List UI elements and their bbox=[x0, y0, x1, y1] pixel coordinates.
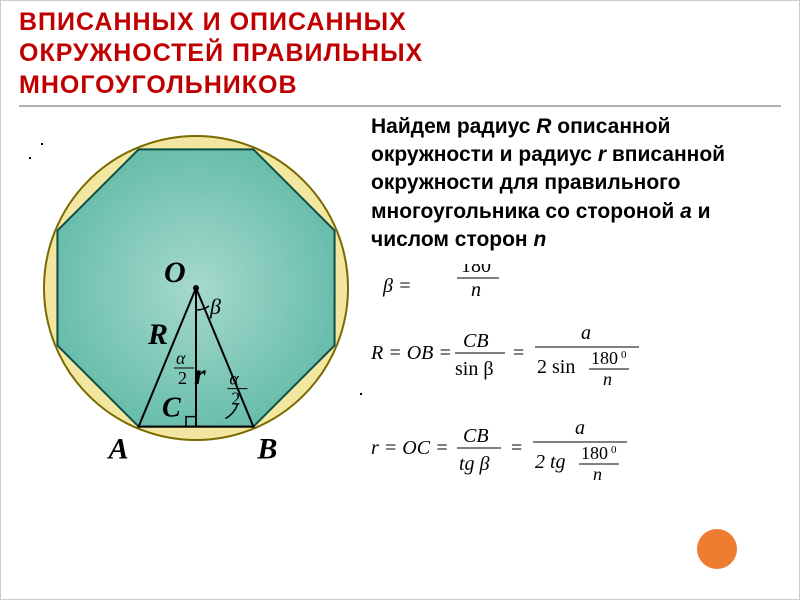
title-line-2: ОКРУЖНОСТЕЙ ПРАВИЛЬНЫХ bbox=[19, 39, 423, 67]
svg-text:C: C bbox=[162, 392, 181, 423]
svg-text:O: O bbox=[164, 256, 186, 289]
body-paragraph: Найдем радиус R описанной окружности и р… bbox=[371, 113, 769, 255]
svg-text:180: 180 bbox=[461, 264, 491, 277]
slide-accent-dot bbox=[697, 529, 737, 569]
svg-text:180: 180 bbox=[591, 348, 618, 368]
svg-text:=: = bbox=[513, 342, 524, 364]
svg-text:tg β: tg β bbox=[459, 453, 490, 475]
svg-text:2 tg: 2 tg bbox=[535, 451, 566, 473]
svg-text:α: α bbox=[229, 368, 239, 388]
svg-text:0: 0 bbox=[611, 444, 617, 456]
svg-text:CB: CB bbox=[463, 330, 489, 352]
stray-dot bbox=[360, 393, 362, 395]
svg-text:0: 0 bbox=[493, 264, 499, 267]
svg-text:n: n bbox=[471, 279, 481, 301]
svg-text:2 sin: 2 sin bbox=[537, 356, 575, 378]
svg-text:β: β bbox=[209, 294, 221, 319]
content-row: OβRrCABα2α2 Найдем радиус R описанной ок… bbox=[1, 113, 799, 545]
formula-rendering: β =1800nR = OB =CBsin β=a2 sin1800nr = O… bbox=[371, 264, 751, 544]
svg-text:β =: β = bbox=[382, 275, 411, 297]
svg-text:0: 0 bbox=[621, 349, 627, 361]
t: a bbox=[680, 200, 692, 223]
svg-text:=: = bbox=[511, 437, 522, 459]
formulas-block: β =1800nR = OB =CBsin β=a2 sin1800nr = O… bbox=[371, 264, 769, 544]
svg-text:α: α bbox=[176, 348, 186, 368]
geometry-diagram: OβRrCABα2α2 bbox=[11, 113, 371, 543]
svg-text:a: a bbox=[581, 322, 591, 344]
svg-text:a: a bbox=[575, 417, 585, 439]
title-line-1: ВПИСАННЫХ И ОПИСАННЫХ bbox=[19, 8, 407, 36]
svg-text:r: r bbox=[194, 358, 206, 391]
svg-text:A: A bbox=[107, 432, 129, 465]
diagram-area: OβRrCABα2α2 bbox=[11, 113, 371, 545]
stray-dot bbox=[41, 143, 43, 145]
t: Найдем радиус bbox=[371, 115, 536, 138]
t: R bbox=[536, 115, 551, 138]
svg-text:sin β: sin β bbox=[455, 358, 494, 380]
svg-text:n: n bbox=[593, 464, 602, 484]
svg-text:180: 180 bbox=[581, 443, 608, 463]
svg-text:n: n bbox=[603, 369, 612, 389]
title-underline bbox=[19, 105, 781, 107]
svg-text:2: 2 bbox=[178, 368, 187, 388]
svg-text:R = OB =: R = OB = bbox=[371, 342, 452, 364]
title-line-3: МНОГОУГОЛЬНИКОВ bbox=[19, 71, 298, 99]
t: n bbox=[533, 228, 546, 251]
text-area: Найдем радиус R описанной окружности и р… bbox=[371, 113, 789, 545]
svg-text:CB: CB bbox=[463, 425, 489, 447]
svg-text:R: R bbox=[147, 318, 168, 351]
slide-title: ВПИСАННЫХ И ОПИСАННЫХ ОКРУЖНОСТЕЙ ПРАВИЛ… bbox=[1, 1, 799, 105]
svg-text:r = OC =: r = OC = bbox=[371, 437, 449, 459]
t: r bbox=[598, 143, 606, 166]
stray-dot bbox=[29, 157, 31, 159]
svg-text:B: B bbox=[256, 432, 277, 465]
svg-text:2: 2 bbox=[231, 388, 240, 408]
